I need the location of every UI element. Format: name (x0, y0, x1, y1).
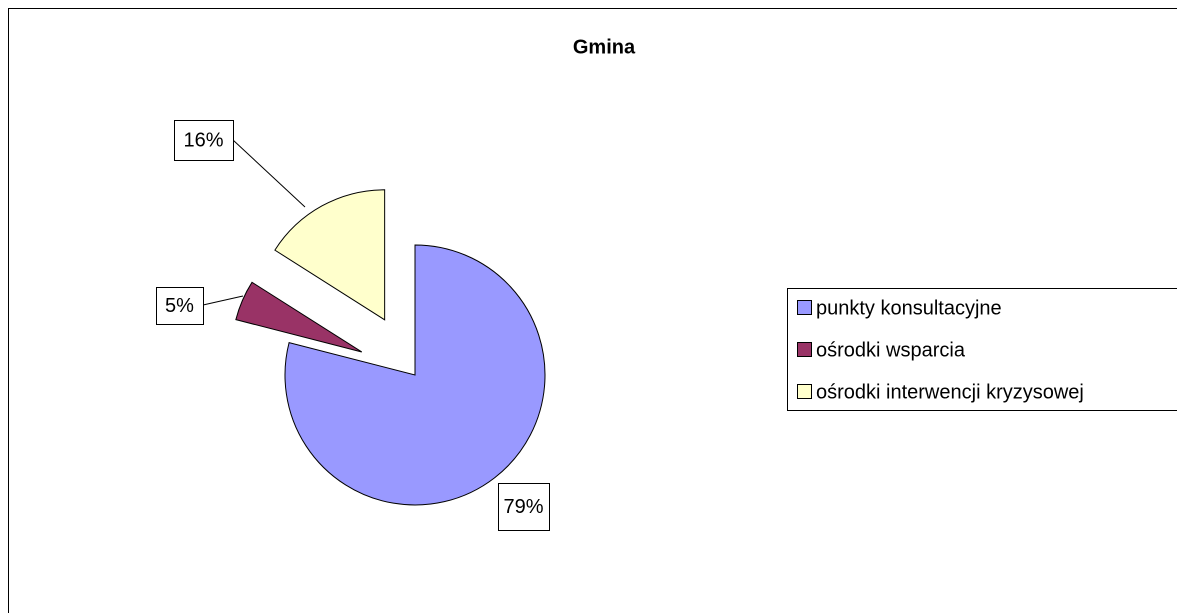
legend-label: ośrodki interwencji kryzysowej (816, 381, 1084, 403)
pie-slice (284, 244, 546, 506)
legend-swatch (797, 300, 812, 315)
leader-line (202, 295, 244, 306)
legend-swatch (797, 384, 812, 399)
leader-line (232, 139, 306, 208)
legend-label: ośrodki wsparcia (816, 339, 966, 361)
chart-title: Gmina (573, 36, 636, 58)
data-label-box (174, 120, 234, 161)
pie-slice (274, 189, 386, 321)
chart-border (8, 8, 1177, 613)
pie-slice (235, 281, 363, 353)
legend-swatch (797, 342, 812, 357)
legend-label: punkty konsultacyjne (816, 297, 1002, 319)
data-label: 16% (183, 129, 223, 151)
data-label-box (156, 287, 204, 325)
legend-box (787, 288, 1177, 411)
data-label: 5% (165, 295, 194, 317)
data-label: 79% (503, 496, 543, 518)
data-label-box (498, 483, 550, 531)
